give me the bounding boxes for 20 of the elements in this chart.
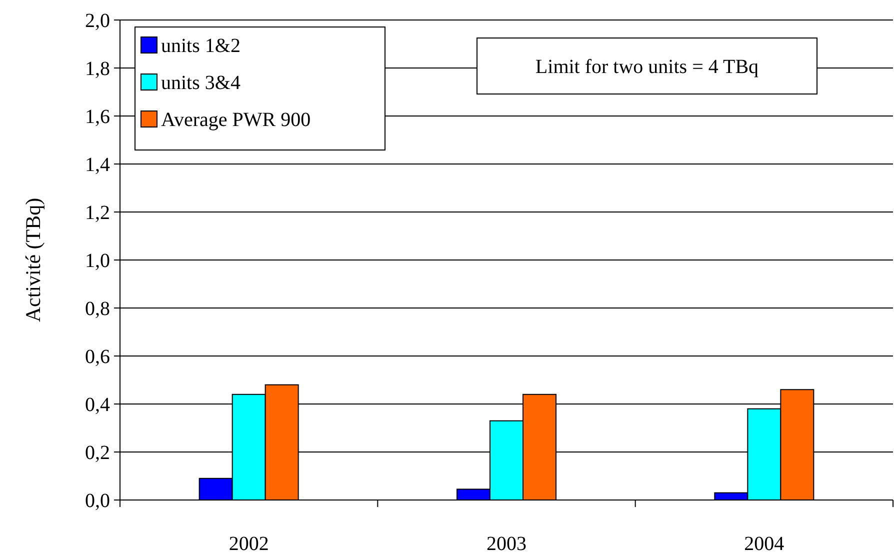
annotation: Limit for two units = 4 TBq <box>535 56 759 78</box>
y-tick-label: 1,2 <box>85 202 110 224</box>
y-tick-label: 1,4 <box>85 154 110 176</box>
x-tick-label: 2002 <box>228 533 269 555</box>
y-tick-label: 0,4 <box>85 394 110 416</box>
y-tick-label: 0,0 <box>85 490 110 512</box>
y-tick-label: 1,6 <box>85 106 110 128</box>
x-tick-label: 2003 <box>486 533 526 555</box>
x-tick-label: 2004 <box>744 533 784 555</box>
legend-label: units 3&4 <box>161 72 240 94</box>
y-tick-label: 0,2 <box>85 442 110 464</box>
y-tick-label: 1,8 <box>85 58 110 80</box>
y-tick-label: 1,0 <box>85 250 110 272</box>
y-axis-title: Activité (TBq) <box>21 198 45 322</box>
y-tick-label: 0,6 <box>85 346 110 368</box>
y-tick-label: 0,8 <box>85 298 110 320</box>
y-tick-label: 2,0 <box>85 10 110 32</box>
legend-label: Average PWR 900 <box>161 109 311 131</box>
note-box: Limit for two units = 4 TBq <box>476 38 818 94</box>
legend-label: units 1&2 <box>161 35 240 57</box>
